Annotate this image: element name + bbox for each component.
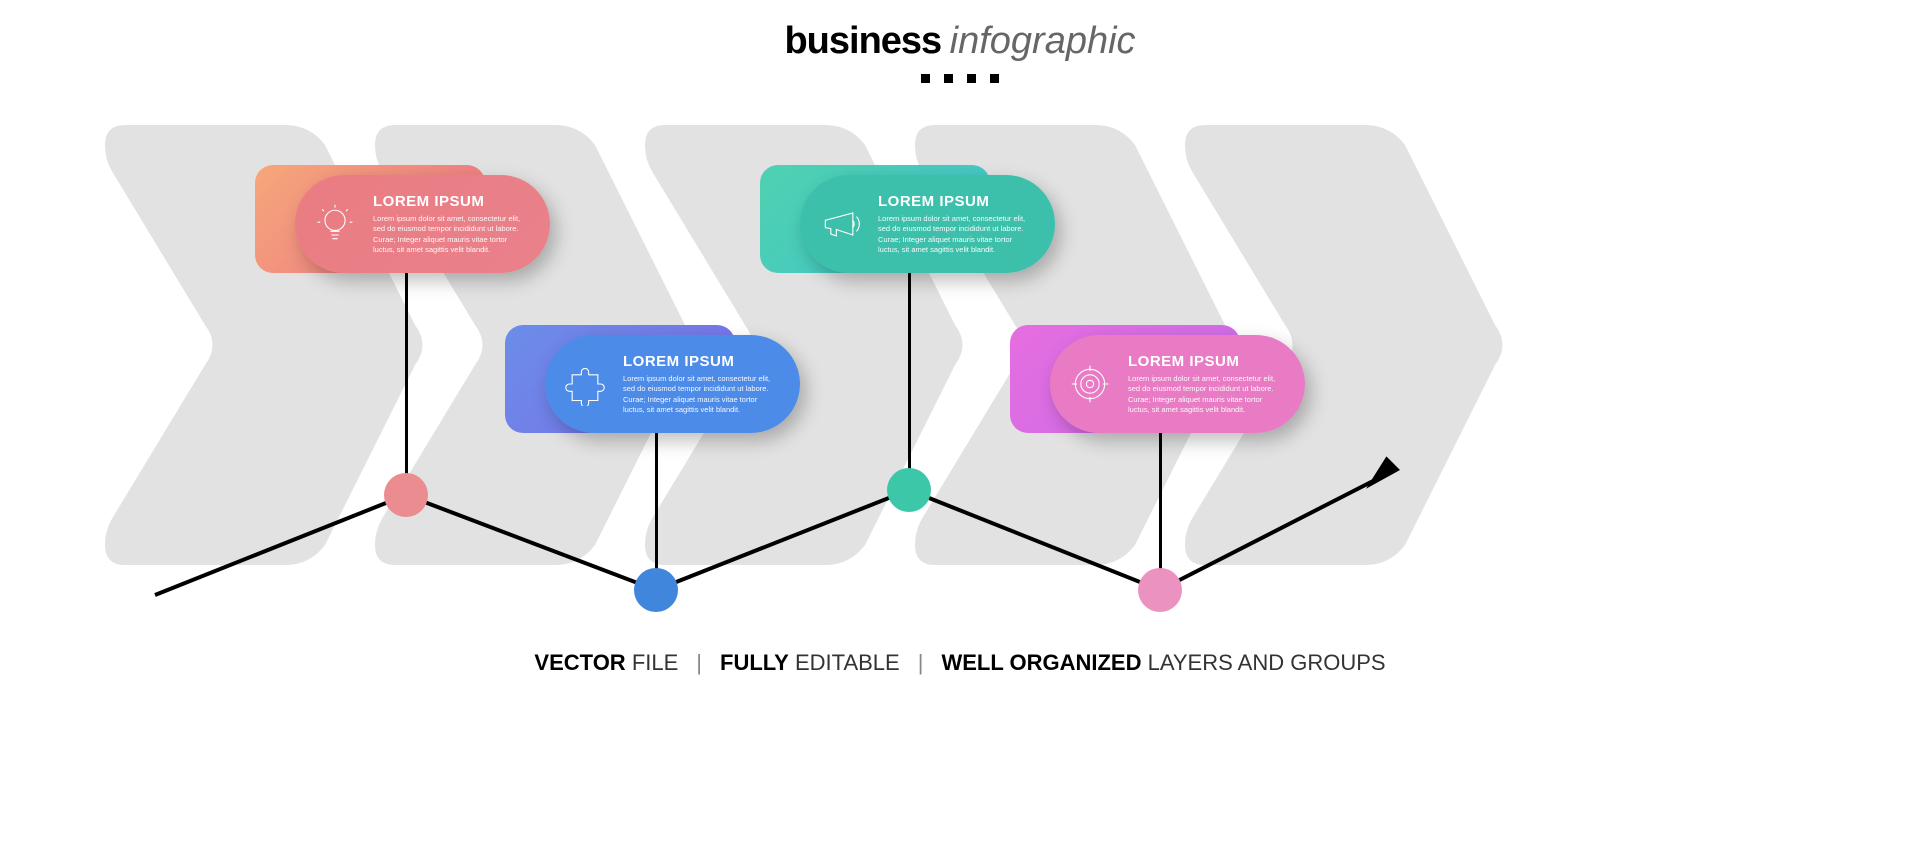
- connector-line: [908, 273, 911, 470]
- card-step-1: LOREM IPSUM Lorem ipsum dolor sit amet, …: [295, 175, 550, 273]
- card-title: LOREM IPSUM: [623, 353, 778, 370]
- footer-part: FULLY EDITABLE: [720, 650, 900, 675]
- footer-text: VECTOR FILE | FULLY EDITABLE | WELL ORGANIZE…: [0, 650, 1920, 676]
- connector-line: [405, 273, 408, 475]
- card-title: LOREM IPSUM: [373, 193, 528, 210]
- timeline-dot: [634, 568, 678, 612]
- connector-line: [1159, 433, 1162, 570]
- card-body: Lorem ipsum dolor sit amet, consectetur …: [878, 214, 1033, 255]
- page-title: business infographic: [0, 20, 1920, 63]
- title-italic: infographic: [950, 20, 1136, 62]
- card-text: LOREM IPSUM Lorem ipsum dolor sit amet, …: [373, 193, 528, 255]
- title-dot: [967, 74, 976, 83]
- card-body: Lorem ipsum dolor sit amet, consectetur …: [623, 374, 778, 415]
- timeline-dot: [384, 473, 428, 517]
- card-title: LOREM IPSUM: [1128, 353, 1283, 370]
- card-step-2: LOREM IPSUM Lorem ipsum dolor sit amet, …: [545, 335, 800, 433]
- card-body: Lorem ipsum dolor sit amet, consectetur …: [373, 214, 528, 255]
- infographic-stage: business infographic LOREM IPSUM Lorem i…: [0, 0, 1920, 845]
- card-body: Lorem ipsum dolor sit amet, consectetur …: [1128, 374, 1283, 415]
- footer-part: VECTOR FILE: [534, 650, 678, 675]
- card-text: LOREM IPSUM Lorem ipsum dolor sit amet, …: [623, 353, 778, 415]
- puzzle-icon: [563, 362, 607, 406]
- footer-part: WELL ORGANIZED LAYERS AND GROUPS: [941, 650, 1385, 675]
- lightbulb-icon: [313, 202, 357, 246]
- timeline-dot: [887, 468, 931, 512]
- target-icon: [1068, 362, 1112, 406]
- card-text: LOREM IPSUM Lorem ipsum dolor sit amet, …: [1128, 353, 1283, 415]
- timeline-dot: [1138, 568, 1182, 612]
- card-step-3: LOREM IPSUM Lorem ipsum dolor sit amet, …: [800, 175, 1055, 273]
- title-bold: business: [784, 20, 941, 62]
- title-dots: [0, 70, 1920, 88]
- title-dot: [921, 74, 930, 83]
- footer-separator: |: [918, 650, 924, 675]
- card-text: LOREM IPSUM Lorem ipsum dolor sit amet, …: [878, 193, 1033, 255]
- footer-separator: |: [696, 650, 702, 675]
- connector-line: [655, 433, 658, 570]
- card-title: LOREM IPSUM: [878, 193, 1033, 210]
- title-dot: [944, 74, 953, 83]
- megaphone-icon: [818, 202, 862, 246]
- title-dot: [990, 74, 999, 83]
- card-step-4: LOREM IPSUM Lorem ipsum dolor sit amet, …: [1050, 335, 1305, 433]
